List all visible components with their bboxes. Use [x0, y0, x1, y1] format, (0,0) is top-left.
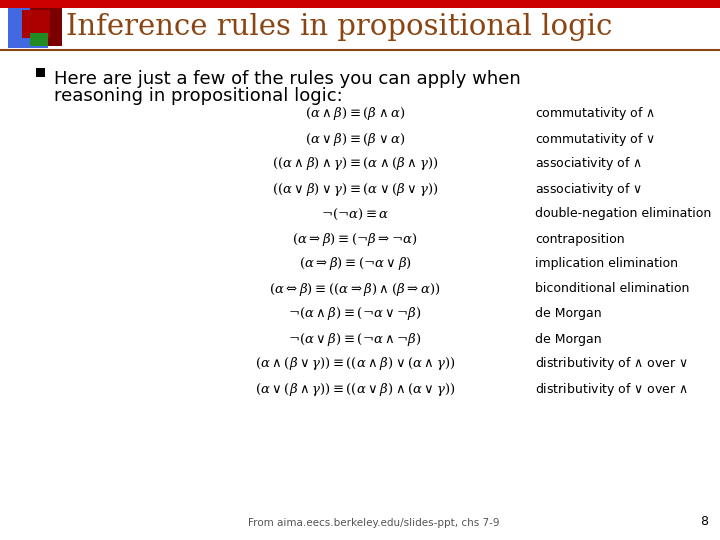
Text: $(\alpha \Rightarrow \beta) \equiv (\neg\beta \Rightarrow \neg\alpha)$: $(\alpha \Rightarrow \beta) \equiv (\neg…: [292, 231, 418, 247]
Text: double-negation elimination: double-negation elimination: [535, 207, 711, 220]
Text: $(\alpha \wedge (\beta \vee \gamma)) \equiv ((\alpha \wedge \beta) \vee (\alpha : $(\alpha \wedge (\beta \vee \gamma)) \eq…: [255, 355, 455, 373]
Text: $(\alpha \wedge \beta) \equiv (\beta \wedge \alpha)$: $(\alpha \wedge \beta) \equiv (\beta \we…: [305, 105, 405, 123]
Text: contraposition: contraposition: [535, 233, 625, 246]
Bar: [36, 68, 45, 77]
Text: Inference rules in propositional logic: Inference rules in propositional logic: [66, 13, 613, 41]
Bar: [22, 10, 50, 38]
Text: commutativity of $\wedge$: commutativity of $\wedge$: [535, 105, 655, 123]
Text: 8: 8: [700, 515, 708, 528]
Text: $(\alpha \Rightarrow \beta) \equiv (\neg\alpha \vee \beta)$: $(\alpha \Rightarrow \beta) \equiv (\neg…: [299, 255, 411, 273]
Text: $(\alpha \vee (\beta \wedge \gamma)) \equiv ((\alpha \vee \beta) \wedge (\alpha : $(\alpha \vee (\beta \wedge \gamma)) \eq…: [255, 381, 455, 397]
Text: de Morgan: de Morgan: [535, 333, 602, 346]
Text: $\neg(\alpha \vee \beta) \equiv (\neg\alpha \wedge \neg\beta)$: $\neg(\alpha \vee \beta) \equiv (\neg\al…: [288, 330, 422, 348]
Text: $\neg(\alpha \wedge \beta) \equiv (\neg\alpha \vee \neg\beta)$: $\neg(\alpha \wedge \beta) \equiv (\neg\…: [288, 306, 422, 322]
Text: de Morgan: de Morgan: [535, 307, 602, 321]
Text: implication elimination: implication elimination: [535, 258, 678, 271]
Bar: [30, 33, 48, 46]
Text: From aima.eecs.berkeley.edu/slides-ppt, chs 7-9: From aima.eecs.berkeley.edu/slides-ppt, …: [248, 518, 500, 528]
Text: $((\alpha \wedge \beta) \wedge \gamma) \equiv (\alpha \wedge (\beta \wedge \gamm: $((\alpha \wedge \beta) \wedge \gamma) \…: [272, 156, 438, 172]
Text: $(\alpha \Leftrightarrow \beta) \equiv ((\alpha \Rightarrow \beta) \wedge (\beta: $(\alpha \Leftrightarrow \beta) \equiv (…: [269, 280, 441, 298]
Text: $\neg(\neg\alpha) \equiv \alpha$: $\neg(\neg\alpha) \equiv \alpha$: [321, 206, 389, 221]
Text: distributivity of $\wedge$ over $\vee$: distributivity of $\wedge$ over $\vee$: [535, 355, 688, 373]
Text: $((\alpha \vee \beta) \vee \gamma) \equiv (\alpha \vee (\beta \vee \gamma))$: $((\alpha \vee \beta) \vee \gamma) \equi…: [272, 180, 438, 198]
Text: biconditional elimination: biconditional elimination: [535, 282, 689, 295]
Text: associativity of $\wedge$: associativity of $\wedge$: [535, 156, 642, 172]
Text: $(\alpha \vee \beta) \equiv (\beta \vee \alpha)$: $(\alpha \vee \beta) \equiv (\beta \vee …: [305, 131, 405, 147]
Text: distributivity of $\vee$ over $\wedge$: distributivity of $\vee$ over $\wedge$: [535, 381, 688, 397]
Text: reasoning in propositional logic:: reasoning in propositional logic:: [54, 87, 343, 105]
Bar: [8, 8, 48, 48]
Text: associativity of $\vee$: associativity of $\vee$: [535, 180, 642, 198]
Bar: [30, 8, 62, 46]
Text: Here are just a few of the rules you can apply when: Here are just a few of the rules you can…: [54, 70, 521, 88]
Text: commutativity of $\vee$: commutativity of $\vee$: [535, 131, 655, 147]
Bar: [0, 0, 720, 8]
